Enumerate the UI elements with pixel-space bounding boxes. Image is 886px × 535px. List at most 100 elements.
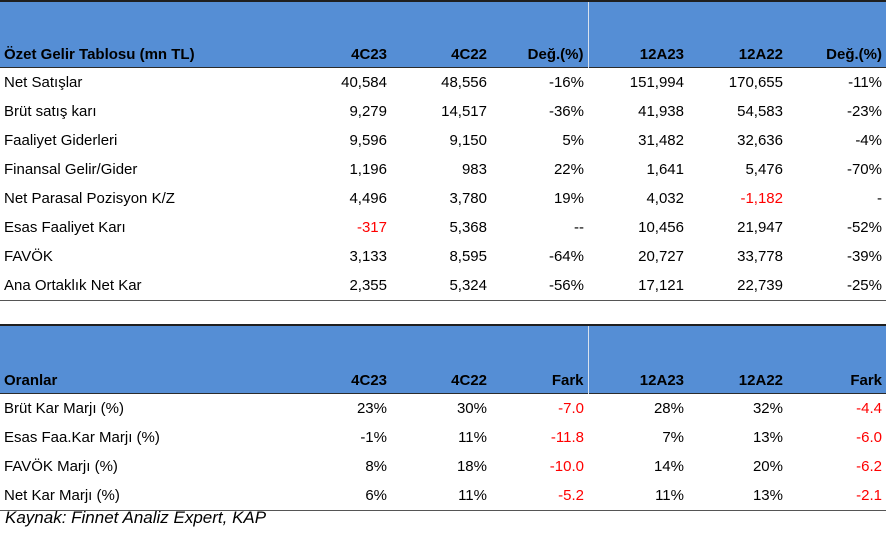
table-cell: -23% bbox=[846, 103, 882, 120]
table-row: Faaliyet Giderleri 9,596 9,150 5% 31,482 32,6… bbox=[0, 126, 886, 155]
table-cell: 7% bbox=[662, 429, 684, 446]
table-cell: 20% bbox=[752, 458, 783, 475]
row-label: Net Kar Marjı (%) bbox=[4, 487, 120, 504]
table-row: Net Satışlar 40,584 48,556 -16% 151,994 170,6… bbox=[0, 68, 886, 98]
table-cell: 5,368 bbox=[449, 219, 487, 236]
col-header-diff-q: Fark bbox=[491, 325, 588, 394]
table-cell: 3,780 bbox=[449, 190, 487, 207]
table-cell: -- bbox=[574, 219, 584, 236]
table-cell: 1,641 bbox=[646, 161, 684, 178]
row-label: FAVÖK bbox=[4, 248, 53, 265]
col-header-12a23: 12A23 bbox=[587, 1, 688, 68]
income-header-row: Özet Gelir Tablosu (mn TL) 4C23 4C22 Değ… bbox=[0, 1, 886, 68]
col-header-4c23: 4C23 bbox=[289, 325, 391, 394]
row-label: Faaliyet Giderleri bbox=[4, 132, 118, 149]
col-header-12a22: 12A22 bbox=[688, 1, 787, 68]
table-cell: - bbox=[877, 190, 882, 207]
table-row: Net Parasal Pozisyon K/Z 4,496 3,780 19% 4,0… bbox=[0, 184, 886, 213]
table-cell: 41,938 bbox=[638, 103, 684, 120]
col-header-12a22: 12A22 bbox=[688, 325, 787, 394]
table-row: FAVÖK Marjı (%) 8% 18% -10.0 14% 20% -6.2 bbox=[0, 452, 886, 481]
table-cell: 4,496 bbox=[349, 190, 387, 207]
table-cell: -1% bbox=[360, 429, 387, 446]
table-cell: -4% bbox=[855, 132, 882, 149]
table-cell: 40,584 bbox=[341, 74, 387, 91]
table-row: Finansal Gelir/Gider 1,196 983 22% 1,641 5,47… bbox=[0, 155, 886, 184]
table-row: Net Kar Marjı (%) 6% 11% -5.2 11% 13% -2.1 bbox=[0, 481, 886, 511]
table-cell: 14,517 bbox=[441, 103, 487, 120]
table-cell: -11.8 bbox=[550, 429, 584, 446]
row-label: Net Parasal Pozisyon K/Z bbox=[4, 190, 175, 207]
table-cell: 22% bbox=[553, 161, 584, 178]
row-label: Net Satışlar bbox=[4, 74, 83, 91]
row-label: Brüt Kar Marjı (%) bbox=[4, 400, 125, 417]
row-label: Ana Ortaklık Net Kar bbox=[4, 277, 142, 294]
table-cell: 32% bbox=[752, 400, 783, 417]
col-header-4c22: 4C22 bbox=[391, 325, 491, 394]
table-cell: 21,947 bbox=[737, 219, 783, 236]
table-row: Esas Faa.Kar Marjı (%) -1% 11% -11.8 7% 13% -6… bbox=[0, 423, 886, 452]
table-cell: 28% bbox=[653, 400, 684, 417]
table-cell: 31,482 bbox=[638, 132, 684, 149]
table-cell: 54,583 bbox=[737, 103, 783, 120]
table-cell: -4.4 bbox=[856, 400, 882, 417]
ratios-table: Oranlar 4C23 4C22 Fark 12A23 12A22 Fark … bbox=[0, 324, 886, 511]
table-cell: -36% bbox=[548, 103, 584, 120]
table-cell: 5,476 bbox=[745, 161, 783, 178]
table-cell: -2.1 bbox=[856, 487, 882, 504]
table-cell: 9,596 bbox=[349, 132, 387, 149]
table-cell: 8% bbox=[365, 458, 387, 475]
table-cell: 11% bbox=[655, 487, 684, 504]
table-cell: -70% bbox=[846, 161, 882, 178]
ratios-header-row: Oranlar 4C23 4C22 Fark 12A23 12A22 Fark bbox=[0, 325, 886, 394]
table-row: FAVÖK 3,133 8,595 -64% 20,727 33,778 -39% bbox=[0, 242, 886, 271]
table-cell: 983 bbox=[461, 161, 487, 178]
table-cell: 10,456 bbox=[638, 219, 684, 236]
col-header-change-q: Değ.(%) bbox=[491, 1, 588, 68]
table-cell: 151,994 bbox=[629, 74, 684, 91]
table-cell: -52% bbox=[846, 219, 882, 236]
table-cell: 33,778 bbox=[737, 248, 783, 265]
table-cell: -10.0 bbox=[549, 458, 584, 475]
table-cell: 5% bbox=[562, 132, 584, 149]
table-cell: -11% bbox=[848, 74, 882, 91]
table-cell: 23% bbox=[356, 400, 387, 417]
table-row: Brüt satış karı 9,279 14,517 -36% 41,938 54,5… bbox=[0, 97, 886, 126]
row-label: Brüt satış karı bbox=[4, 103, 97, 120]
row-label: Esas Faaliyet Karı bbox=[4, 219, 126, 236]
table-cell: 4,032 bbox=[646, 190, 684, 207]
table-cell: 48,556 bbox=[441, 74, 487, 91]
source-note: Kaynak: Finnet Analiz Expert, KAP bbox=[5, 508, 267, 527]
table-cell: 30% bbox=[456, 400, 487, 417]
table-cell: -25% bbox=[846, 277, 882, 294]
table-cell: -56% bbox=[548, 277, 584, 294]
table-cell: 6% bbox=[365, 487, 387, 504]
income-statement-table: Özet Gelir Tablosu (mn TL) 4C23 4C22 Değ… bbox=[0, 0, 886, 301]
table-cell: -6.0 bbox=[856, 429, 882, 446]
income-title: Özet Gelir Tablosu (mn TL) bbox=[0, 1, 289, 68]
table-cell: -16% bbox=[548, 74, 584, 91]
table-cell: -39% bbox=[846, 248, 882, 265]
table-cell: 1,196 bbox=[349, 161, 387, 178]
row-label: Finansal Gelir/Gider bbox=[4, 161, 138, 178]
table-cell: -64% bbox=[548, 248, 584, 265]
table-cell: 17,121 bbox=[638, 277, 684, 294]
table-row: Ana Ortaklık Net Kar 2,355 5,324 -56% 17,121… bbox=[0, 271, 886, 301]
ratios-title: Oranlar bbox=[0, 325, 289, 394]
table-cell: 3,133 bbox=[349, 248, 387, 265]
table-cell: -5.2 bbox=[558, 487, 584, 504]
col-header-diff-y: Fark bbox=[787, 325, 886, 394]
table-cell: 170,655 bbox=[728, 74, 783, 91]
table-cell: 14% bbox=[653, 458, 684, 475]
table-cell: 13% bbox=[752, 429, 783, 446]
table-cell: 20,727 bbox=[638, 248, 684, 265]
col-header-12a23: 12A23 bbox=[587, 325, 688, 394]
col-header-4c23: 4C23 bbox=[289, 1, 391, 68]
row-label: FAVÖK Marjı (%) bbox=[4, 458, 118, 475]
table-cell: 22,739 bbox=[737, 277, 783, 294]
row-label: Esas Faa.Kar Marjı (%) bbox=[4, 429, 160, 446]
table-cell: 5,324 bbox=[449, 277, 487, 294]
table-cell: 9,279 bbox=[349, 103, 387, 120]
table-cell: 19% bbox=[553, 190, 584, 207]
table-cell: 8,595 bbox=[449, 248, 487, 265]
